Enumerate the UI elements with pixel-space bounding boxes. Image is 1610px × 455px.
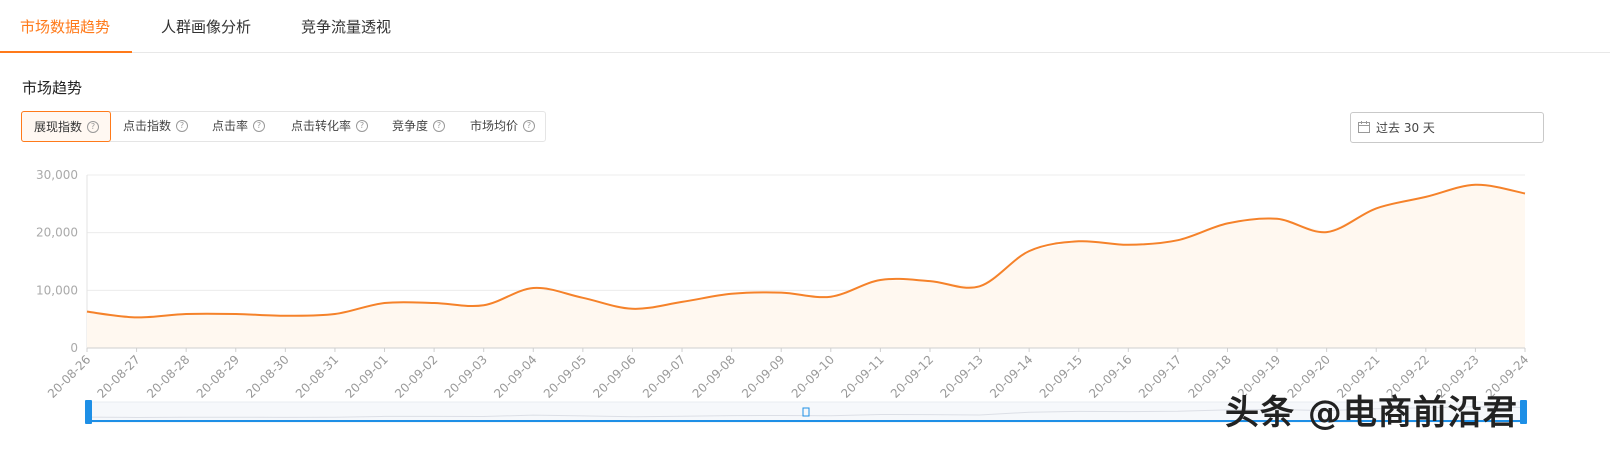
metric-tab-label: 市场均价 xyxy=(470,119,519,133)
metric-tab-click-index[interactable]: 点击指数? xyxy=(123,111,189,142)
calendar-icon xyxy=(1358,121,1370,133)
tab-crowd-profile[interactable]: 人群画像分析 xyxy=(161,18,252,36)
help-icon[interactable]: ? xyxy=(433,119,446,132)
section-title: 市场趋势 xyxy=(22,79,83,97)
x-tick-label: 20-09-02 xyxy=(392,352,440,400)
date-range-select[interactable]: 过去 30 天 xyxy=(1350,112,1544,143)
x-tick-label: 20-08-28 xyxy=(144,352,192,400)
x-tick-label: 20-09-04 xyxy=(491,352,539,400)
x-tick-label: 20-09-05 xyxy=(541,352,589,400)
metric-tab-conversion-rate[interactable]: 点击转化率? xyxy=(291,111,369,142)
x-tick-label: 20-08-27 xyxy=(95,352,143,400)
help-icon[interactable]: ? xyxy=(253,119,266,132)
metric-tabs: 展现指数? 点击指数? 点击率? 点击转化率? 竞争度? 市场均价? xyxy=(21,111,546,142)
x-tick-label: 20-09-09 xyxy=(739,352,787,400)
metric-tab-label: 竞争度 xyxy=(392,119,429,133)
x-tick-label: 20-09-01 xyxy=(342,352,390,400)
series-area xyxy=(87,184,1525,348)
x-tick-label: 20-08-31 xyxy=(293,352,341,400)
x-tick-label: 20-08-29 xyxy=(194,352,242,400)
x-tick-label: 20-09-17 xyxy=(1136,352,1184,400)
metric-tab-avg-price[interactable]: 市场均价? xyxy=(470,111,536,142)
main-tabs: 市场数据趋势 人群画像分析 竞争流量透视 xyxy=(0,0,1610,53)
y-tick-label: 10,000 xyxy=(36,283,78,297)
x-tick-label: 20-09-08 xyxy=(690,352,738,400)
x-tick-label: 20-09-10 xyxy=(789,352,837,400)
watermark-text: 头条 @电商前沿君 xyxy=(1225,393,1518,433)
zoom-drag-handle[interactable] xyxy=(802,407,810,417)
metric-tab-impression-index[interactable]: 展现指数? xyxy=(21,111,111,142)
x-tick-label: 20-08-30 xyxy=(243,352,291,400)
x-tick-label: 20-09-03 xyxy=(442,352,490,400)
x-tick-label: 20-09-14 xyxy=(987,352,1035,400)
help-icon[interactable]: ? xyxy=(523,119,536,132)
y-tick-label: 30,000 xyxy=(36,168,78,182)
x-tick-label: 20-09-07 xyxy=(640,352,688,400)
x-tick-label: 20-09-06 xyxy=(590,352,638,400)
x-tick-label: 20-09-13 xyxy=(938,352,986,400)
help-icon[interactable]: ? xyxy=(356,119,369,132)
x-tick-label: 20-09-12 xyxy=(888,352,936,400)
x-tick-label: 20-09-11 xyxy=(838,352,886,400)
zoom-handle-right[interactable] xyxy=(1520,400,1527,424)
zoom-slider-range xyxy=(87,420,1525,422)
series-line xyxy=(86,183,1526,319)
metric-tab-ctr[interactable]: 点击率? xyxy=(212,111,266,142)
x-tick-label: 20-09-15 xyxy=(1037,352,1085,400)
metric-tab-label: 点击转化率 xyxy=(291,119,352,133)
zoom-handle-left[interactable] xyxy=(85,400,92,424)
help-icon[interactable]: ? xyxy=(176,119,189,132)
metric-tab-competition[interactable]: 竞争度? xyxy=(392,111,446,142)
y-tick-label: 0 xyxy=(70,341,78,355)
help-icon[interactable]: ? xyxy=(87,120,100,133)
x-tick-label: 20-08-26 xyxy=(45,352,93,400)
metric-tab-label: 点击指数 xyxy=(123,119,172,133)
date-range-label: 过去 30 天 xyxy=(1376,121,1435,135)
y-tick-label: 20,000 xyxy=(36,226,78,240)
x-tick-label: 20-09-16 xyxy=(1086,352,1134,400)
metric-tab-label: 展现指数 xyxy=(34,120,83,134)
tab-competition-traffic[interactable]: 竞争流量透视 xyxy=(301,18,392,36)
tab-market-trend[interactable]: 市场数据趋势 xyxy=(0,0,133,53)
metric-tab-label: 点击率 xyxy=(212,119,249,133)
